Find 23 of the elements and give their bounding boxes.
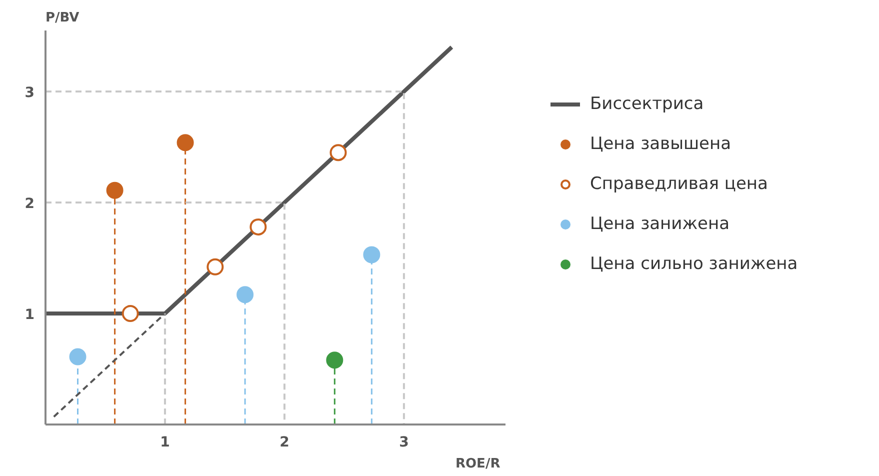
x-tick-label: 2 [280, 434, 290, 450]
point [69, 348, 86, 366]
legend-label: Цена завышена [590, 134, 732, 154]
point [106, 182, 124, 199]
point [250, 218, 267, 236]
point [236, 286, 254, 304]
point [206, 258, 224, 276]
y-tick-label: 1 [24, 307, 35, 324]
point [363, 246, 380, 264]
legend-label: Цена занижена [590, 214, 730, 234]
legend-label: Цена сильно занижена [590, 254, 798, 274]
y-tick-label: 3 [24, 85, 35, 102]
point [326, 352, 344, 369]
point [122, 305, 139, 322]
y-tick-label: 2 [24, 196, 35, 212]
x-tick-label: 1 [160, 434, 170, 450]
point [176, 134, 194, 152]
legend-label: Биссектриса [590, 94, 704, 114]
y-axis-title: P/BV [46, 10, 80, 26]
x-tick-label: 3 [399, 434, 409, 450]
legend-label: Справедливая цена [590, 174, 768, 194]
x-axis-title: ROE/R [456, 456, 500, 472]
point [330, 144, 347, 162]
